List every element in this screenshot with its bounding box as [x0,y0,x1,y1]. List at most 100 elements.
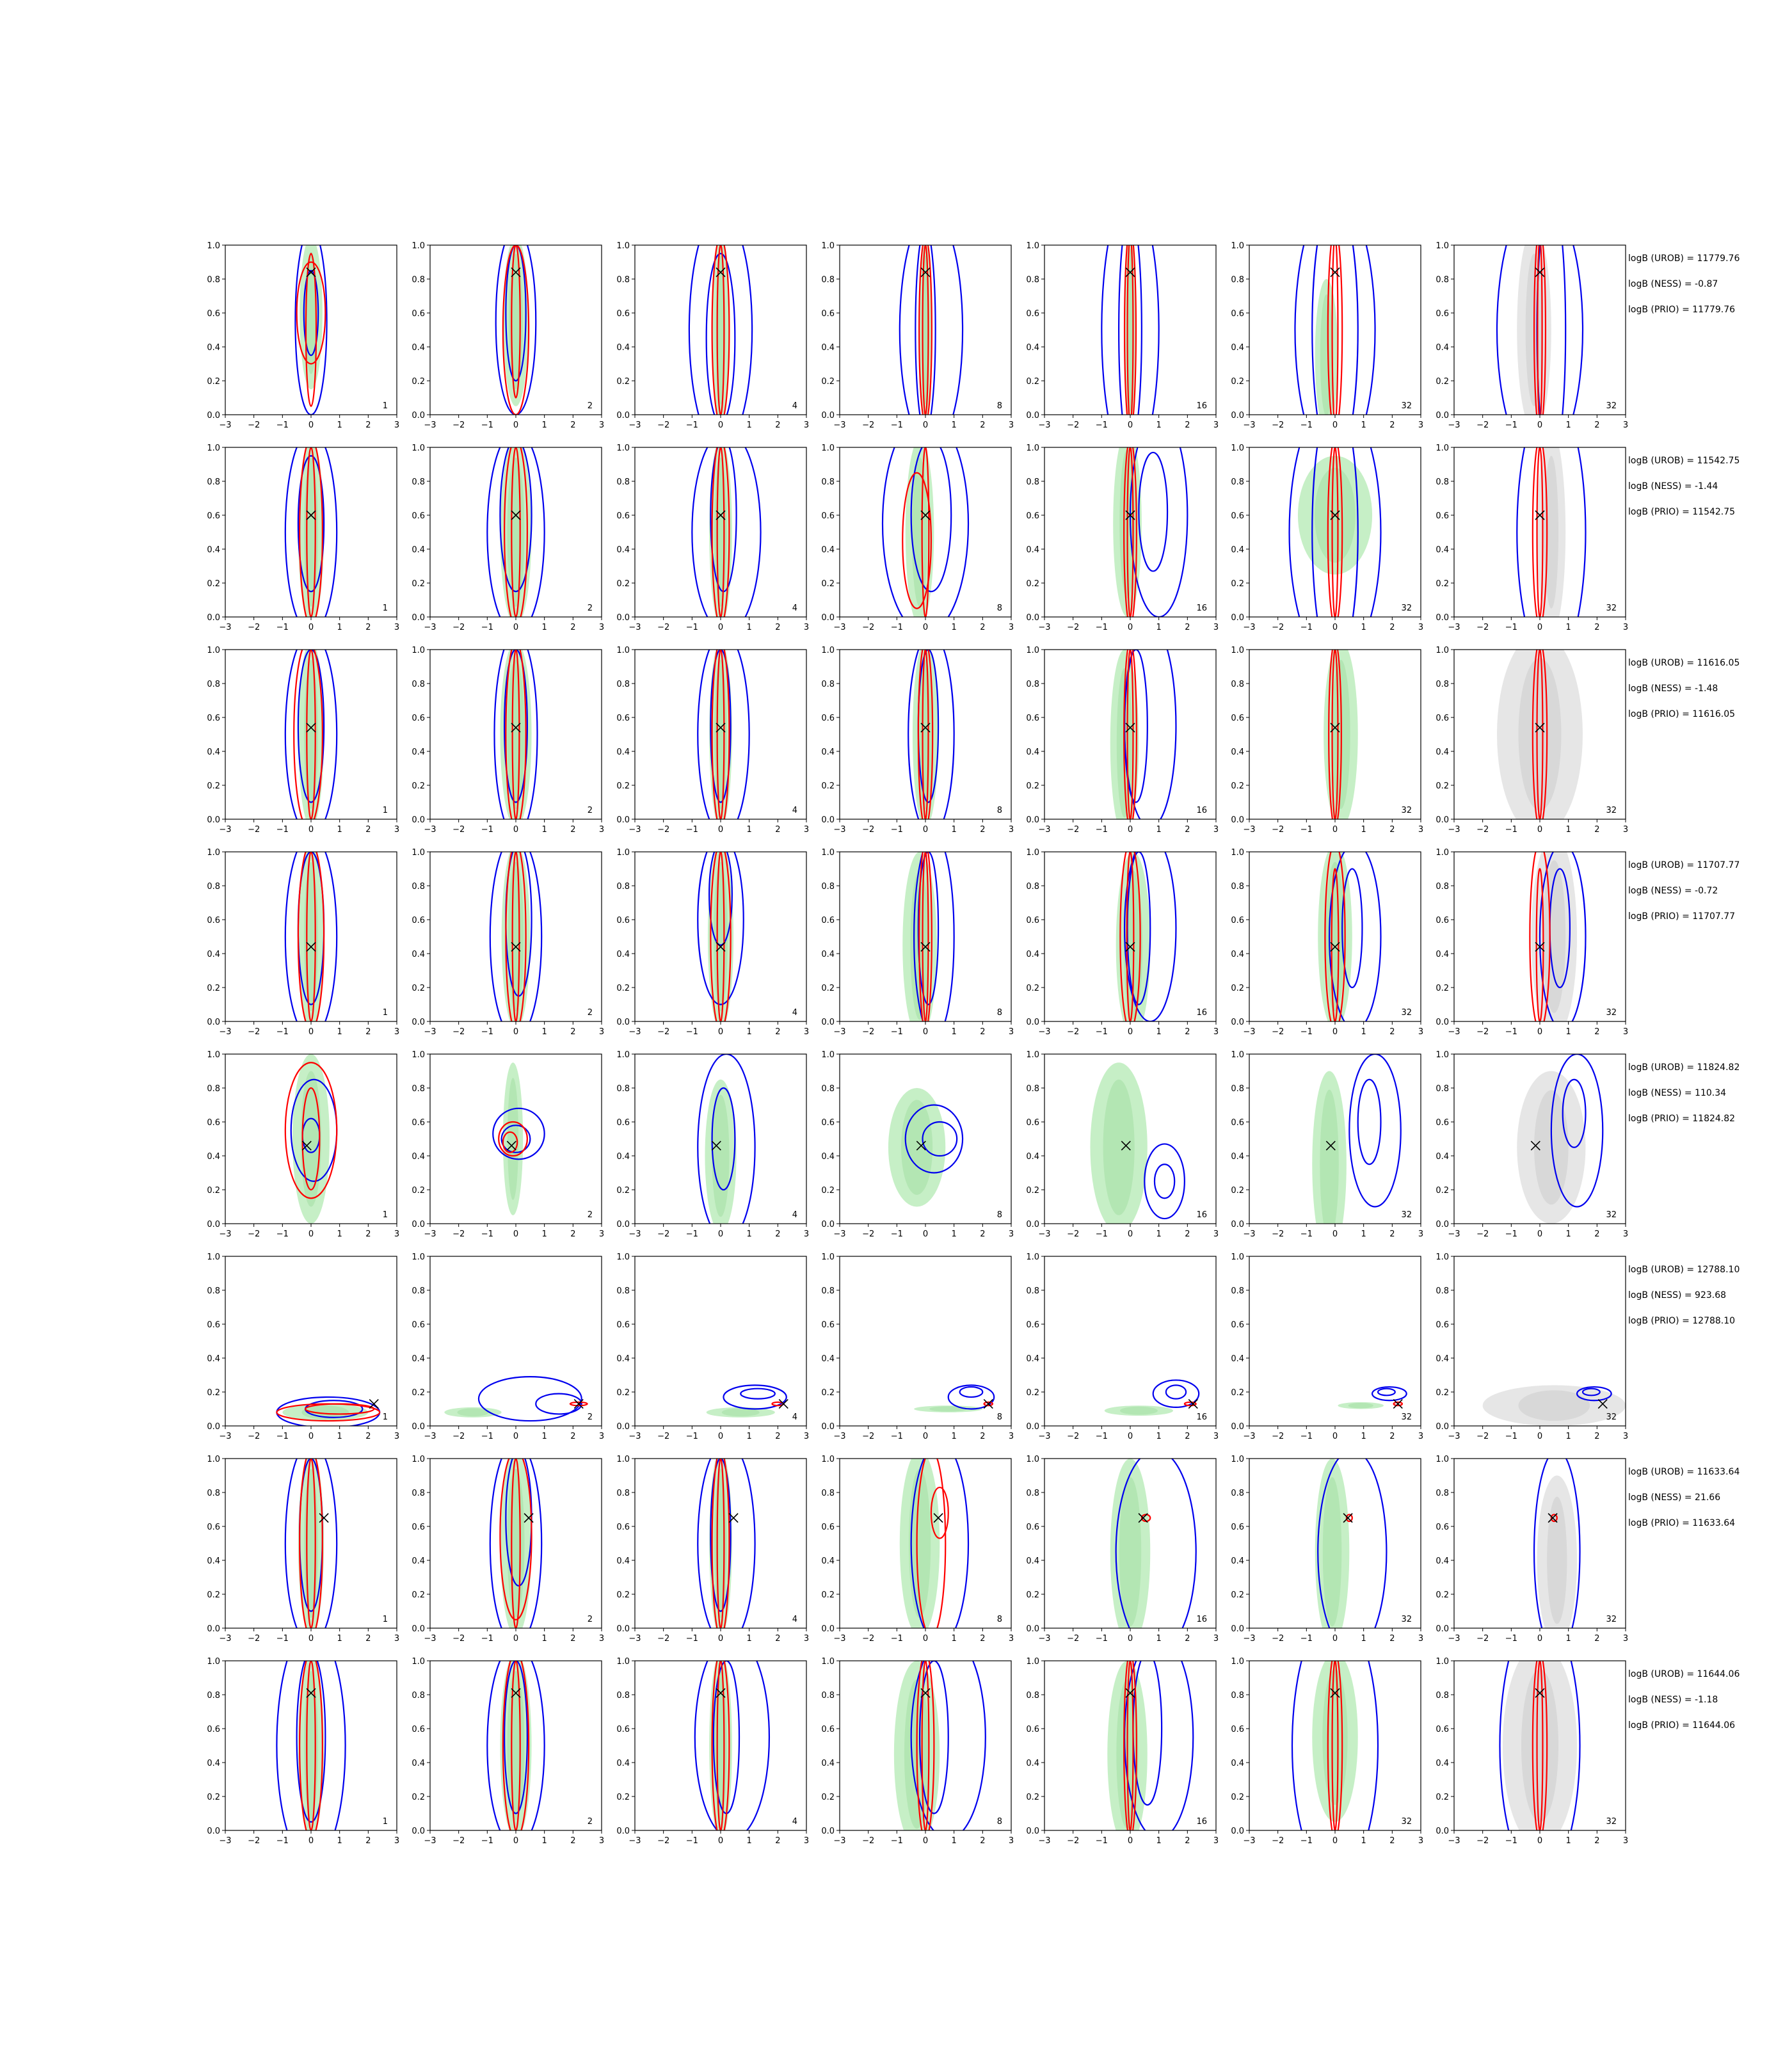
x-tick-label: 2 [570,420,575,430]
x-tick-label: 0 [923,825,928,835]
blue-contour [1311,447,1359,617]
x-tick-label: 2 [980,1027,985,1037]
red-contour [916,1459,947,1628]
x-tick-label: 1 [952,1432,957,1441]
y-tick-label: 0.2 [1436,1186,1449,1196]
plot-area [1101,245,1160,415]
x-tick-label: −2 [1476,1432,1489,1441]
x-tick-label: 2 [365,623,371,632]
y-tick-label: 0.4 [616,1556,630,1566]
plot-area [495,245,537,415]
truth-marker [506,1140,516,1151]
x-tick-label: −1 [1096,623,1108,632]
y-tick-label: 0.0 [1436,1624,1449,1634]
x-tick-label: 0 [1537,1836,1542,1846]
subplot: −3 −2 −1 0 1 2 3 0.0 0.2 0.4 0.6 0.8 1.0 32 [1231,1050,1423,1239]
blue-contour [1516,447,1587,617]
y-tick-label: 0.4 [1026,950,1039,959]
blue-contour [1317,1459,1388,1628]
posterior-density-inner [508,861,524,1012]
y-tick-label: 0.4 [1026,1759,1039,1768]
x-tick-label: 2 [775,420,780,430]
truth-marker [1330,941,1340,952]
x-tick-label: 2 [980,623,985,632]
plot-area [1499,1661,1581,1830]
red-contour [1123,245,1137,415]
plot-area [1288,447,1382,617]
blue-contour [697,1459,756,1628]
posterior-density-inner [1119,1406,1158,1415]
blue-contour [1153,1164,1176,1199]
x-tick-label: 2 [1594,1634,1599,1644]
blue-contour [1118,245,1142,415]
panel-label: 16 [1196,1817,1207,1827]
x-tick-label: −2 [1272,623,1284,632]
y-tick-label: 0.2 [1231,984,1244,993]
truth-marker [511,510,521,520]
y-tick-label: 0.4 [1436,1759,1449,1768]
plot-area [1496,245,1584,415]
subplot: −3 −2 −1 0 1 2 3 0.0 0.2 0.4 0.6 0.8 1.0 32 [1436,1050,1628,1239]
y-tick-label: 0.6 [821,1523,835,1532]
logb-text: logB (UROB) = 11542.75 [1628,456,1740,466]
y-tick-label: 1.0 [616,1657,630,1667]
posterior-density-inner [301,1405,349,1420]
truth-marker [716,267,726,277]
y-tick-label: 0.4 [207,545,220,555]
x-tick-label: 3 [394,825,399,835]
subplot: −3 −2 −1 0 1 2 3 0.0 0.2 0.4 0.6 0.8 1.0 1 [207,444,399,632]
blue-contour [486,447,545,617]
y-tick-label: 1.0 [1026,1252,1039,1262]
y-tick-label: 1.0 [1026,444,1039,453]
y-tick-label: 0.8 [1026,1286,1039,1296]
red-contour [716,447,725,617]
x-tick-label: 1 [542,623,547,632]
panel-label: 1 [383,1210,388,1220]
subplot: −3 −2 −1 0 1 2 3 0.0 0.2 0.4 0.6 0.8 1.0 32 [1231,1657,1423,1846]
red-contour [716,245,725,415]
x-tick-label: −2 [248,623,260,632]
y-tick-label: 0.2 [1026,1590,1039,1600]
posterior-density-inner [1320,1089,1339,1224]
panel-label: 8 [997,1008,1002,1018]
plot-area [1110,650,1177,819]
y-tick-label: 0.2 [1231,1590,1244,1600]
x-tick-label: −2 [862,1836,874,1846]
y-tick-label: 0.2 [412,1388,425,1398]
y-tick-label: 0.0 [616,1018,630,1027]
red-contour [1537,245,1543,415]
x-tick-label: 1 [542,420,547,430]
y-tick-label: 0.2 [821,1186,835,1196]
panel-label: 32 [1401,1412,1412,1422]
x-tick-label: −3 [628,1027,641,1037]
subplot: −3 −2 −1 0 1 2 3 0.0 0.2 0.4 0.6 0.8 1.0 8 [821,848,1014,1037]
plot-area [1107,1661,1194,1830]
x-tick-label: 2 [1389,420,1395,430]
subplot: −3 −2 −1 0 1 2 3 0.0 0.2 0.4 0.6 0.8 1.0 16 [1026,646,1219,835]
y-tick-label: 0.2 [821,1590,835,1600]
x-tick-label: 2 [980,1634,985,1644]
x-tick-label: 3 [599,1229,604,1239]
y-tick-label: 0.6 [207,309,220,319]
subplot: −3 −2 −1 0 1 2 3 0.0 0.2 0.4 0.6 0.8 1.0 32 [1231,646,1423,835]
y-tick-label: 0.2 [207,1388,220,1398]
x-tick-label: 2 [775,1836,780,1846]
logb-text: logB (PRIO) = 11542.75 [1628,507,1735,517]
red-contour [305,253,317,407]
y-tick-label: 0.0 [1231,613,1244,623]
x-tick-label: 1 [1566,1229,1571,1239]
x-tick-label: 1 [952,1836,957,1846]
subplot: −3 −2 −1 0 1 2 3 0.0 0.2 0.4 0.6 0.8 1.0 32 [1231,241,1423,430]
plot-area [1312,1054,1402,1224]
panel-label: 32 [1606,806,1617,815]
panel-label: 1 [383,401,388,411]
prior-density-inner [1518,1390,1590,1421]
x-tick-label: 3 [394,420,399,430]
x-tick-label: −2 [1067,420,1079,430]
x-tick-label: 1 [1566,1027,1571,1037]
x-tick-label: 1 [747,420,752,430]
x-tick-label: −1 [686,1836,698,1846]
y-tick-label: 0.6 [412,511,425,521]
plot-area [1324,650,1358,819]
x-tick-label: 2 [980,1432,985,1441]
